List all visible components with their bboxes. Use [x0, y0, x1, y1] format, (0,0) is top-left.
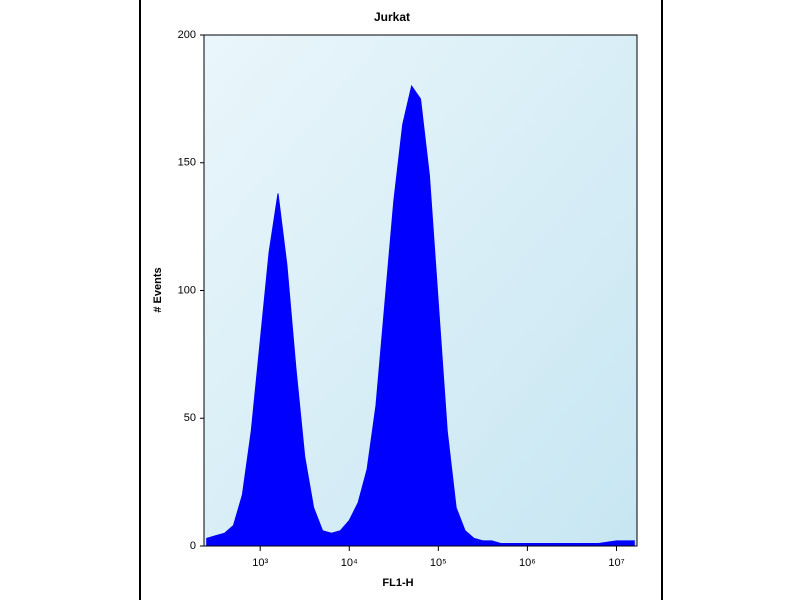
y-tick-label: 100: [178, 284, 196, 296]
x-tick-label: 10⁷: [608, 557, 624, 569]
x-tick-label: 10⁴: [341, 557, 358, 569]
y-tick-label: 50: [184, 412, 196, 424]
histogram-area: [206, 84, 635, 547]
y-axis-label: # Events: [152, 267, 164, 312]
x-tick-label: 10⁵: [430, 557, 447, 569]
x-tick-label: 10³: [252, 557, 268, 569]
y-tick-label: 150: [178, 157, 196, 169]
y-tick-label: 0: [190, 540, 196, 552]
x-tick-label: 10⁶: [519, 557, 536, 569]
chart-title: Jurkat: [374, 10, 410, 24]
x-axis-label: FL1-H: [382, 577, 413, 589]
y-tick-label: 200: [178, 29, 196, 41]
